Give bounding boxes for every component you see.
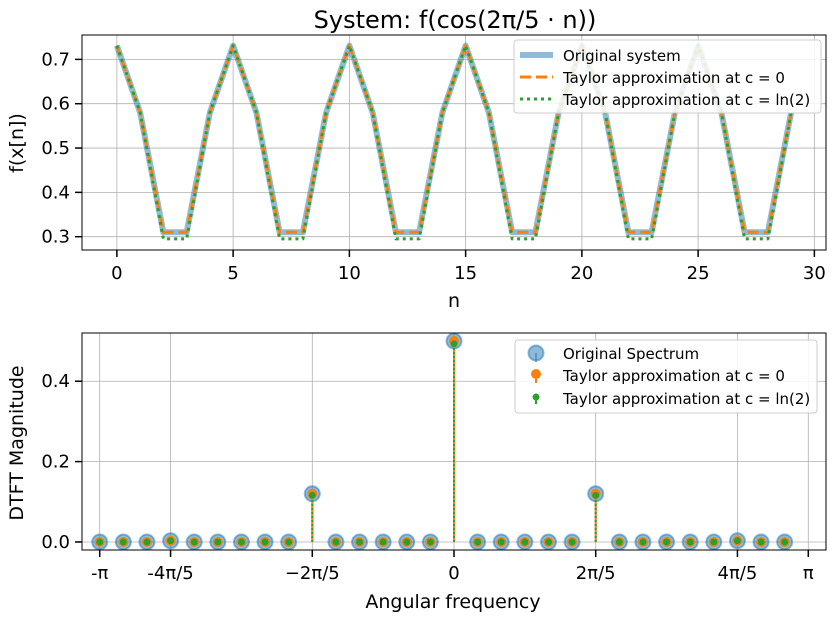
plot2-marker-taylor-ln2 <box>379 538 387 546</box>
plot2-marker-taylor-ln2 <box>261 538 269 546</box>
legend2-label-taylor-c0: Taylor approximation at c = 0 <box>562 367 785 385</box>
plot1-xtick-label: 20 <box>570 263 593 284</box>
plot2-marker-taylor-ln2 <box>521 538 529 546</box>
plot2-ylabel: DTFT Magnitude <box>6 365 28 520</box>
plot2-marker-taylor-ln2 <box>544 538 552 546</box>
plot2-marker-taylor-ln2 <box>450 340 458 348</box>
plot2-xtick-label: -π <box>91 563 108 584</box>
plot2-marker-taylor-ln2 <box>356 538 364 546</box>
plot2-marker-taylor-ln2 <box>143 538 151 546</box>
plot2-xtick-label: 0 <box>448 563 459 584</box>
plot2-marker-taylor-ln2 <box>237 538 245 546</box>
figure-title: System: f(cos(2π/5 · n)) <box>314 6 597 34</box>
legend2-handle-taylor-ln2 <box>532 393 540 401</box>
plot2-marker-taylor-ln2 <box>686 538 694 546</box>
plot1-xtick-label: 10 <box>338 263 361 284</box>
plot1-legend: Original system Taylor approximation at … <box>513 39 822 114</box>
plot2-ytick-label: 0.0 <box>41 532 70 553</box>
plot2-marker-taylor-ln2 <box>568 538 576 546</box>
plot1-xtick-label: 0 <box>111 263 122 284</box>
plot2-marker-taylor-ln2 <box>403 538 411 546</box>
plot1-ytick-label: 0.5 <box>41 138 70 159</box>
legend2-label-taylor-ln2: Taylor approximation at c = ln(2) <box>562 390 810 408</box>
plot2-legend-box <box>514 339 818 414</box>
plot2-xtick-label: π <box>803 563 814 584</box>
plot1-ytick-label: 0.7 <box>41 49 70 70</box>
plot2-marker-taylor-ln2 <box>592 491 600 499</box>
plot1-ytick-label: 0.6 <box>41 94 70 115</box>
legend2-handle-original <box>527 344 545 362</box>
plot2-marker-taylor-ln2 <box>615 538 623 546</box>
plot1-xtick-label: 30 <box>803 263 826 284</box>
plot2-ticks: -π -4π/5 −2π/5 0 2π/5 4π/5 π 0.0 0.2 0.4 <box>41 371 814 584</box>
plot2-marker-taylor-ln2 <box>663 538 671 546</box>
plot2-marker-taylor-ln2 <box>167 537 175 545</box>
plot2-xtick-label: 2π/5 <box>576 563 616 584</box>
plot1-xtick-label: 25 <box>687 263 710 284</box>
plot2-marker-taylor-ln2 <box>119 538 127 546</box>
plot1-xtick-label: 5 <box>227 263 238 284</box>
plot2-marker-taylor-ln2 <box>96 538 104 546</box>
legend2-label-original: Original Spectrum <box>563 345 699 363</box>
legend2-handle-taylor-c0 <box>531 369 541 379</box>
plot2-marker-taylor-ln2 <box>733 537 741 545</box>
plot2-marker-taylor-ln2 <box>474 538 482 546</box>
plot2-xtick-label: −2π/5 <box>285 563 340 584</box>
plot2-marker-taylor-ln2 <box>190 538 198 546</box>
plot2-marker-taylor-ln2 <box>426 538 434 546</box>
plot1-ylabel: f(x[n]) <box>6 113 28 173</box>
plot2-marker-taylor-ln2 <box>757 538 765 546</box>
legend1-label-taylor-ln2: Taylor approximation at c = ln(2) <box>562 91 810 109</box>
plot1-ticks: 0 5 10 15 20 25 30 0.3 0.4 0.5 0.6 0.7 <box>41 49 825 284</box>
plot1-xtick-label: 15 <box>454 263 477 284</box>
plot2-xtick-label: -4π/5 <box>147 563 193 584</box>
plot1-frame <box>81 34 827 251</box>
legend1-label-taylor-c0: Taylor approximation at c = 0 <box>562 69 785 87</box>
plot2-legend: Original Spectrum Taylor approximation a… <box>514 339 818 414</box>
plot1-legend-box <box>513 39 822 114</box>
plot2-marker-taylor-ln2 <box>285 538 293 546</box>
plot2-marker-taylor-ln2 <box>781 538 789 546</box>
plot2-marker-taylor-ln2 <box>332 538 340 546</box>
plot2-marker-taylor-ln2 <box>639 538 647 546</box>
plot2-xlabel: Angular frequency <box>365 591 540 613</box>
plot1-ytick-label: 0.3 <box>41 227 70 248</box>
legend1-label-original: Original system <box>563 47 681 65</box>
plot2-ytick-label: 0.4 <box>41 371 70 392</box>
plot2-ytick-label: 0.2 <box>41 452 70 473</box>
plot1-xlabel: n <box>448 290 460 312</box>
spectrum-plot: -π -4π/5 −2π/5 0 2π/5 4π/5 π 0.0 0.2 0.4 Angular … <box>6 332 827 613</box>
plot2-marker-taylor-ln2 <box>497 538 505 546</box>
plot2-marker-taylor-ln2 <box>710 538 718 546</box>
plot2-series-group <box>91 332 794 551</box>
plot2-marker-taylor-ln2 <box>214 538 222 546</box>
plot2-marker-taylor-ln2 <box>308 491 316 499</box>
time-domain-plot: 0 5 10 15 20 25 30 0.3 0.4 0.5 0.6 0.7 n f(x[n]) Or… <box>6 34 827 312</box>
plot2-xtick-label: 4π/5 <box>718 563 758 584</box>
plot1-ytick-label: 0.4 <box>41 182 70 203</box>
